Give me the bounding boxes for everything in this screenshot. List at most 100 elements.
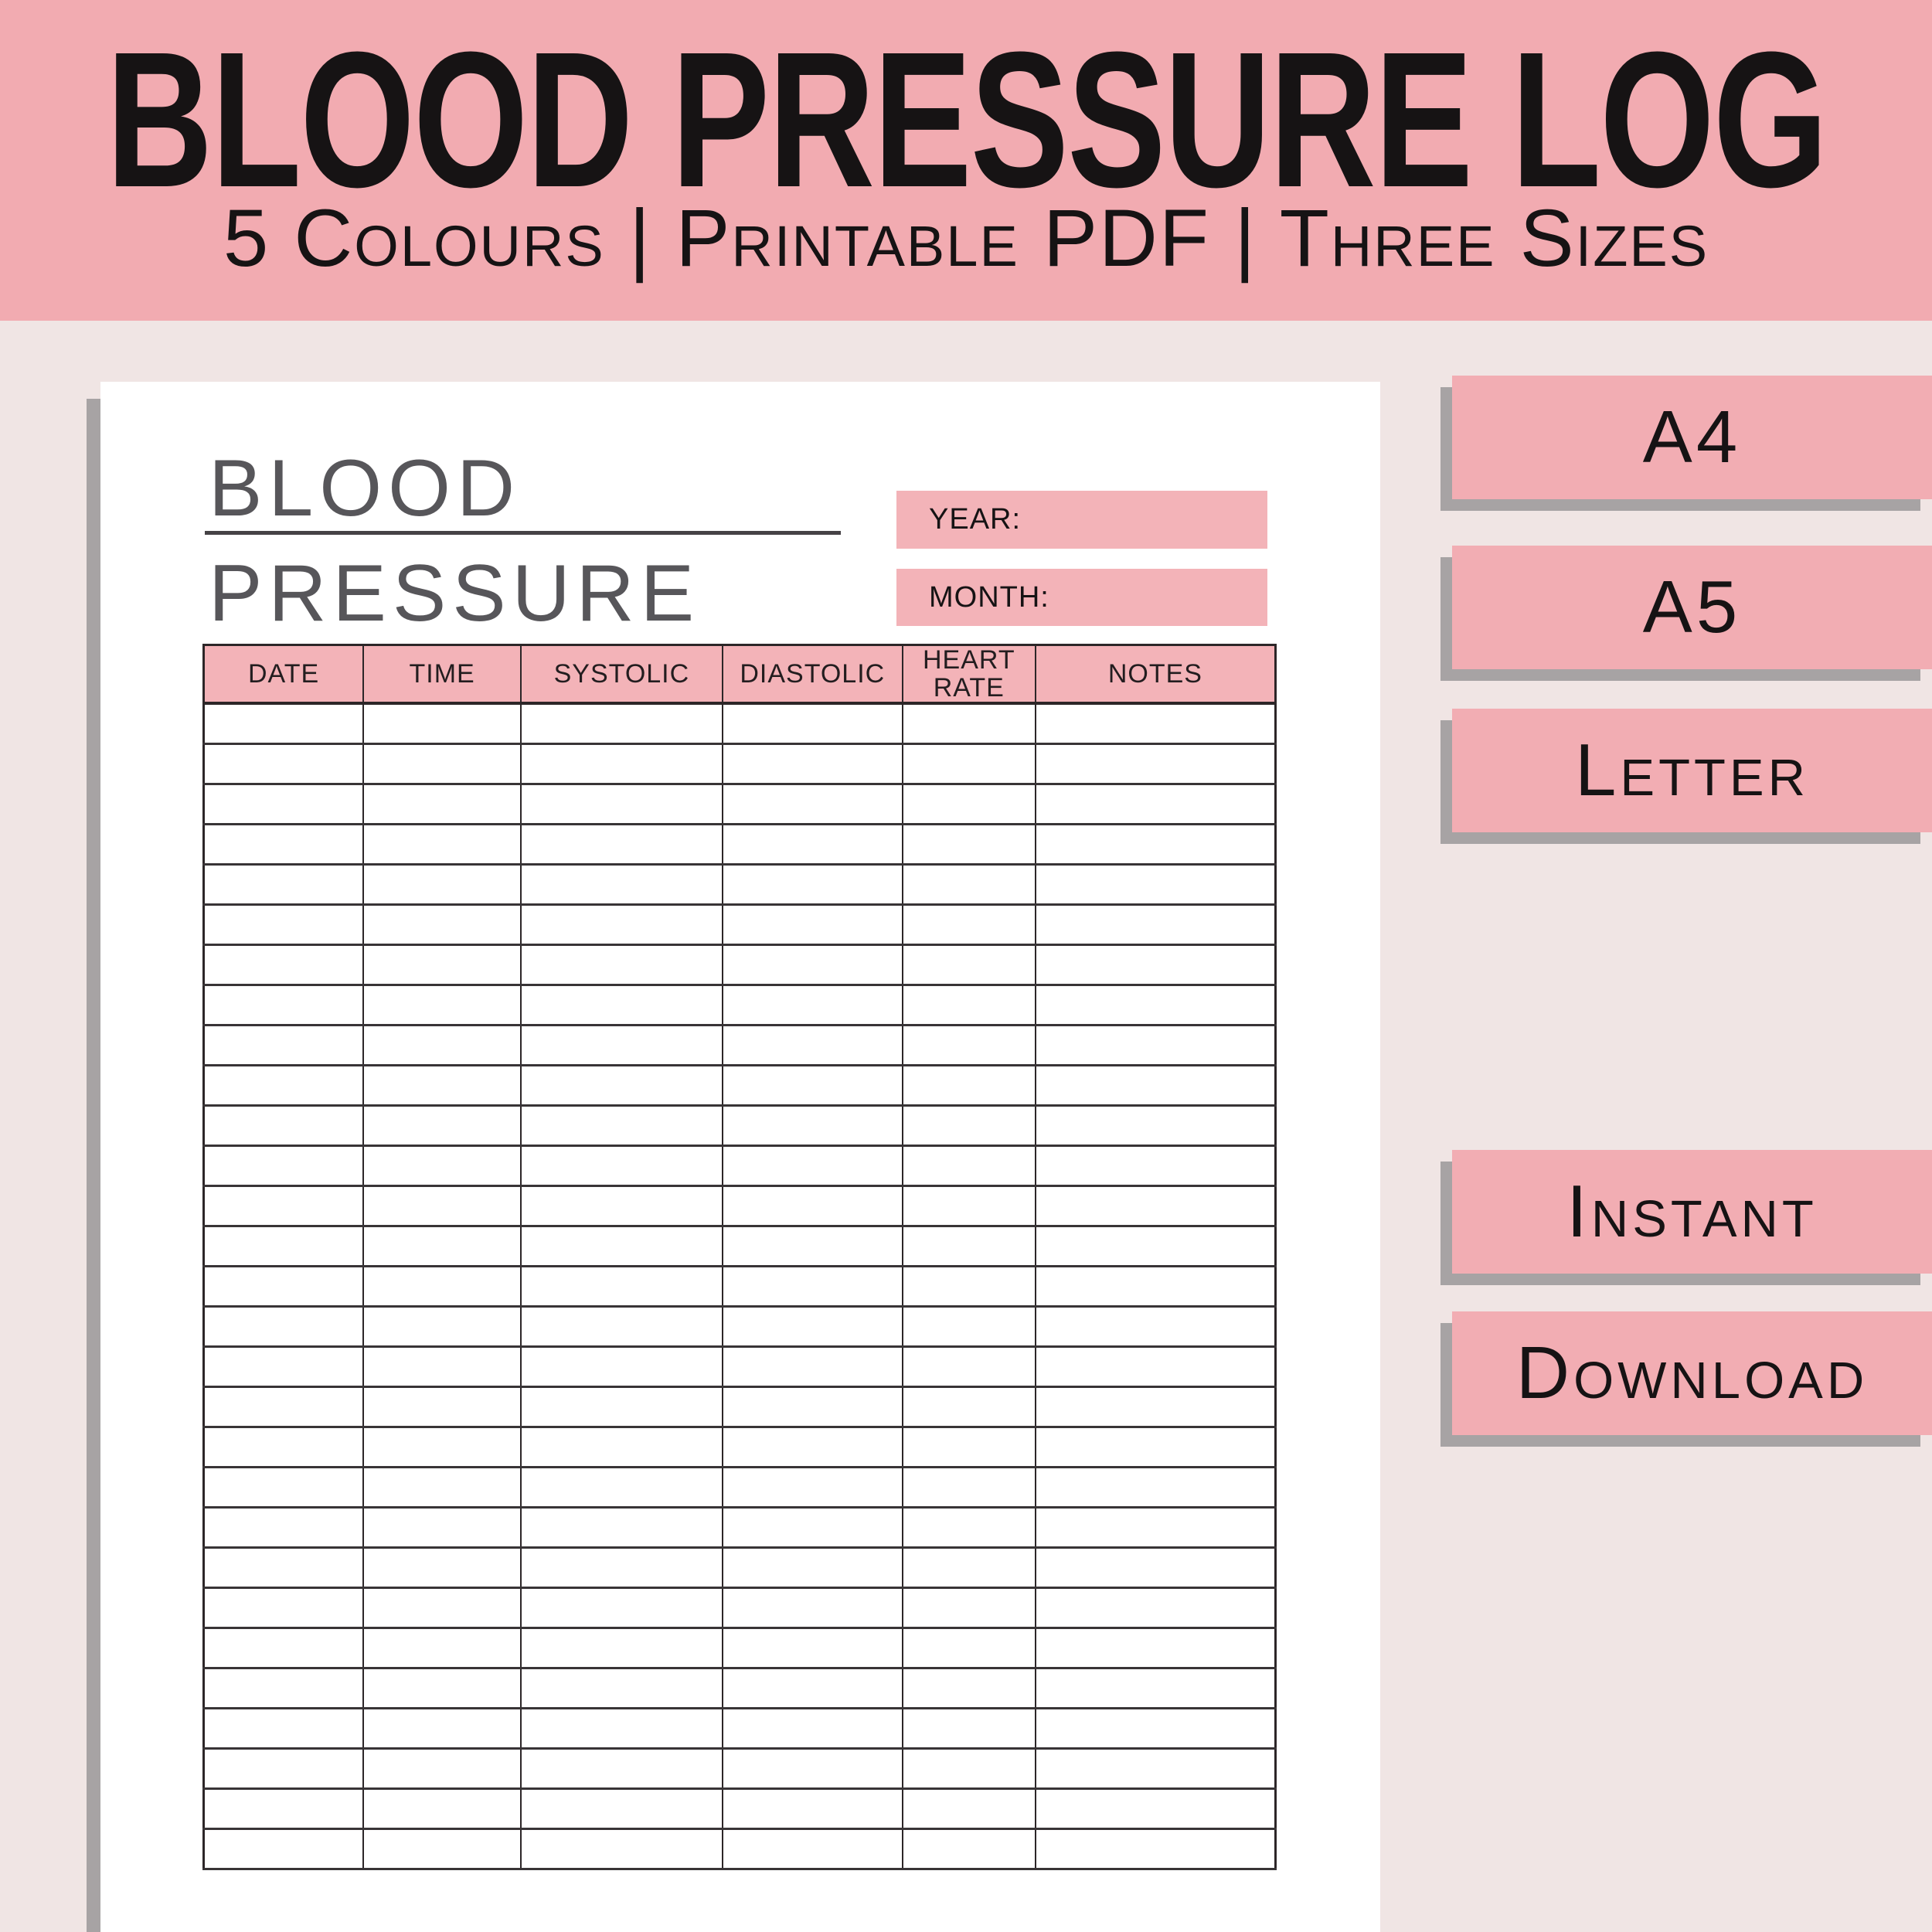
table-row xyxy=(202,823,1277,866)
table-row xyxy=(202,1064,1277,1107)
table-cell xyxy=(721,1587,903,1629)
table-cell xyxy=(721,863,903,906)
table-row xyxy=(202,1546,1277,1589)
table-cell xyxy=(520,863,723,906)
table-cell xyxy=(520,1426,723,1468)
table-cell xyxy=(721,1466,903,1509)
table-cell xyxy=(901,1506,1036,1549)
table-cell xyxy=(901,1466,1036,1509)
table-cell xyxy=(362,903,522,946)
table-cell xyxy=(202,1587,365,1629)
table-cell xyxy=(202,1185,365,1227)
table-cell xyxy=(901,1828,1036,1870)
table-cell xyxy=(721,1828,903,1870)
table-cell xyxy=(901,783,1036,825)
table-row xyxy=(202,1667,1277,1709)
table-cell xyxy=(520,1104,723,1147)
table-row xyxy=(202,1305,1277,1348)
table-row xyxy=(202,1787,1277,1830)
table-cell xyxy=(901,1747,1036,1790)
table-cell xyxy=(362,1305,522,1348)
table-cell xyxy=(362,1426,522,1468)
table-cell xyxy=(362,1546,522,1589)
table-cell xyxy=(901,1345,1036,1388)
table-cell xyxy=(520,903,723,946)
table-cell xyxy=(1034,702,1277,745)
table-row xyxy=(202,743,1277,785)
table-row xyxy=(202,1104,1277,1147)
table-row xyxy=(202,783,1277,825)
table-cell xyxy=(362,1145,522,1187)
table-row xyxy=(202,903,1277,946)
table-row xyxy=(202,863,1277,906)
size-button-a5-label: A5 xyxy=(1642,566,1742,648)
table-cell xyxy=(1034,1587,1277,1629)
table-cell xyxy=(202,1747,365,1790)
table-cell xyxy=(202,944,365,986)
table-cell xyxy=(721,903,903,946)
table-cell xyxy=(1034,1627,1277,1669)
column-header-notes: NOTES xyxy=(1034,644,1277,705)
table-cell xyxy=(362,1667,522,1709)
delivery-button-instant[interactable]: Instant xyxy=(1452,1150,1932,1274)
table-cell xyxy=(362,1506,522,1549)
table-cell xyxy=(1034,1787,1277,1830)
month-field: MONTH: xyxy=(896,569,1267,626)
table-cell xyxy=(901,702,1036,745)
table-cell xyxy=(1034,1305,1277,1348)
table-cell xyxy=(721,1627,903,1669)
table-cell xyxy=(901,1707,1036,1750)
table-row xyxy=(202,984,1277,1026)
table-cell xyxy=(362,1587,522,1629)
table-cell xyxy=(901,823,1036,866)
table-cell xyxy=(901,1386,1036,1428)
table-cell xyxy=(721,1265,903,1308)
delivery-button-download[interactable]: Download xyxy=(1452,1311,1932,1435)
table-cell xyxy=(362,863,522,906)
size-button-a4[interactable]: A4 xyxy=(1452,376,1932,499)
table-cell xyxy=(901,1265,1036,1308)
table-cell xyxy=(202,783,365,825)
table-row xyxy=(202,1627,1277,1669)
document-title-line1: BLOOD xyxy=(209,444,522,533)
table-cell xyxy=(202,1828,365,1870)
table-cell xyxy=(362,1345,522,1388)
table-cell xyxy=(721,702,903,745)
table-cell xyxy=(721,944,903,986)
column-header-systolic: SYSTOLIC xyxy=(520,644,723,705)
table-cell xyxy=(202,1787,365,1830)
table-cell xyxy=(721,1305,903,1348)
table-cell xyxy=(721,1667,903,1709)
table-cell xyxy=(1034,984,1277,1026)
table-cell xyxy=(721,1145,903,1187)
table-cell xyxy=(1034,1024,1277,1066)
table-cell xyxy=(901,903,1036,946)
table-cell xyxy=(721,1386,903,1428)
table-cell xyxy=(721,1546,903,1589)
table-cell xyxy=(520,1627,723,1669)
table-cell xyxy=(202,1145,365,1187)
table-cell xyxy=(520,1145,723,1187)
table-cell xyxy=(1034,944,1277,986)
table-header-row: DATE TIME SYSTOLIC DIASTOLIC HEART RATE … xyxy=(202,644,1277,705)
table-cell xyxy=(520,783,723,825)
size-button-letter[interactable]: Letter xyxy=(1452,709,1932,832)
size-button-a5[interactable]: A5 xyxy=(1452,546,1932,669)
size-button-a4-label: A4 xyxy=(1642,396,1742,478)
table-cell xyxy=(202,1707,365,1750)
title-divider xyxy=(205,531,841,535)
table-cell xyxy=(721,1024,903,1066)
table-row xyxy=(202,1707,1277,1750)
table-cell xyxy=(1034,1265,1277,1308)
table-cell xyxy=(721,1707,903,1750)
table-cell xyxy=(362,1747,522,1790)
table-cell xyxy=(202,984,365,1026)
table-cell xyxy=(1034,1667,1277,1709)
table-cell xyxy=(1034,1828,1277,1870)
table-cell xyxy=(362,1185,522,1227)
table-cell xyxy=(721,823,903,866)
table-row xyxy=(202,1506,1277,1549)
table-cell xyxy=(1034,863,1277,906)
table-cell xyxy=(901,1225,1036,1267)
table-cell xyxy=(901,1426,1036,1468)
